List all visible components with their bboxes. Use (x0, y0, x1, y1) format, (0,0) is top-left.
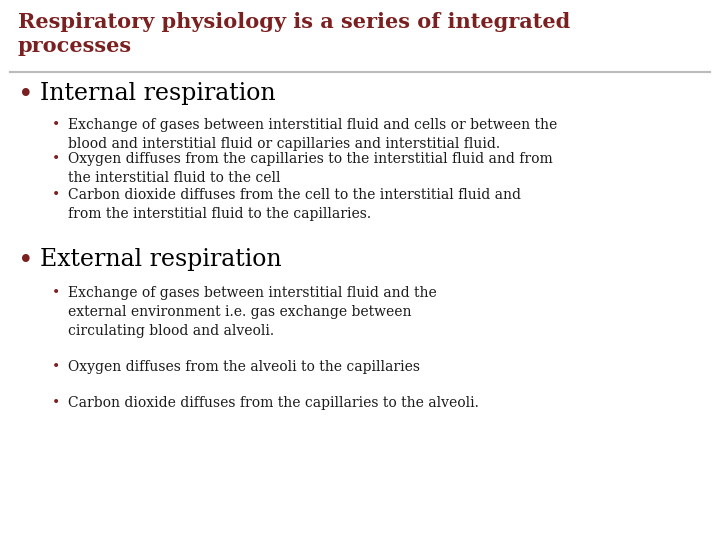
Text: •: • (52, 152, 60, 166)
Text: Respiratory physiology is a series of integrated: Respiratory physiology is a series of in… (18, 12, 570, 32)
Text: Exchange of gases between interstitial fluid and cells or between the
blood and : Exchange of gases between interstitial f… (68, 118, 557, 151)
Text: •: • (18, 82, 34, 107)
Text: processes: processes (18, 36, 132, 56)
Text: •: • (18, 248, 34, 273)
Text: •: • (52, 188, 60, 202)
Text: Carbon dioxide diffuses from the capillaries to the alveoli.: Carbon dioxide diffuses from the capilla… (68, 396, 479, 410)
Text: Oxygen diffuses from the capillaries to the interstitial fluid and from
the inte: Oxygen diffuses from the capillaries to … (68, 152, 553, 185)
Text: •: • (52, 118, 60, 132)
Text: •: • (52, 396, 60, 410)
Text: Oxygen diffuses from the alveoli to the capillaries: Oxygen diffuses from the alveoli to the … (68, 360, 420, 374)
Text: Carbon dioxide diffuses from the cell to the interstitial fluid and
from the int: Carbon dioxide diffuses from the cell to… (68, 188, 521, 221)
Text: Internal respiration: Internal respiration (40, 82, 276, 105)
Text: External respiration: External respiration (40, 248, 282, 271)
Text: •: • (52, 286, 60, 300)
Text: •: • (52, 360, 60, 374)
Text: Exchange of gases between interstitial fluid and the
external environment i.e. g: Exchange of gases between interstitial f… (68, 286, 437, 338)
